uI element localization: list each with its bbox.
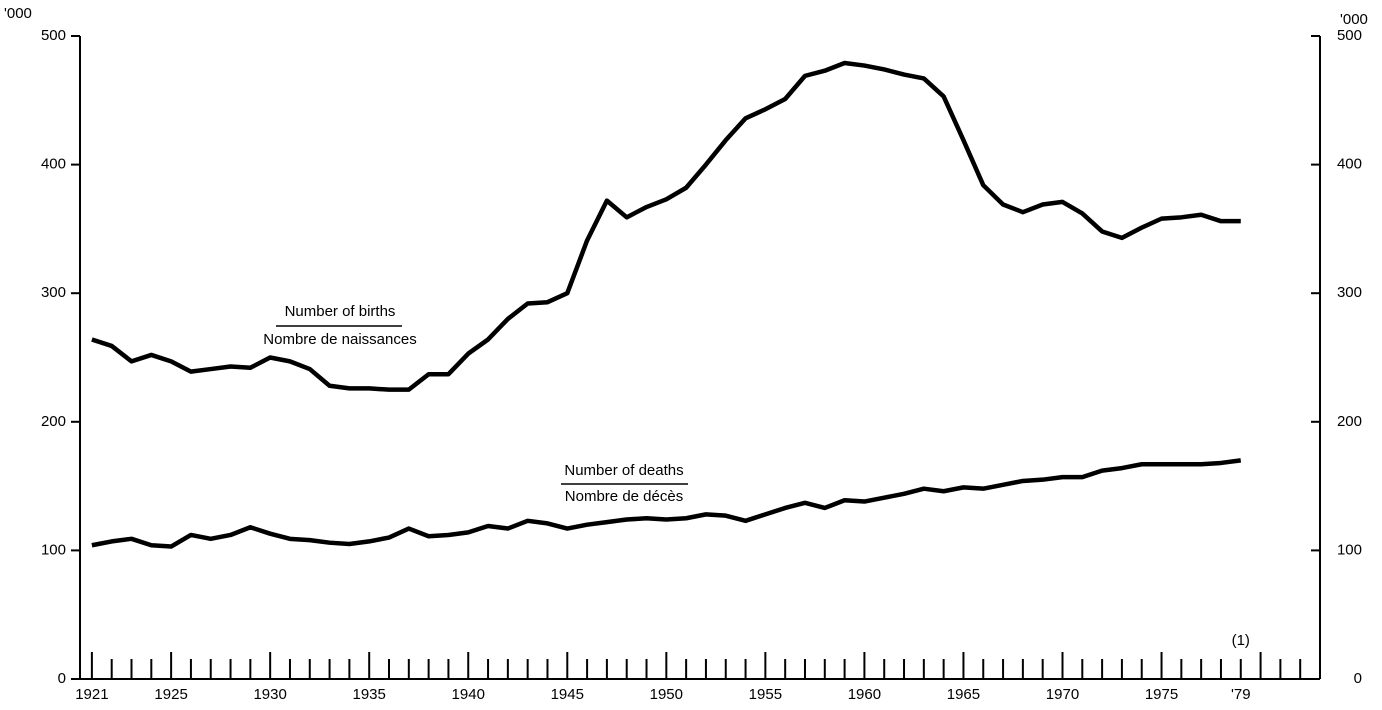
y2-tick-label: 100	[1337, 541, 1362, 558]
y-tick-label: 400	[41, 156, 66, 173]
y-tick-label: 300	[41, 284, 66, 301]
x-tick-label: 1935	[353, 686, 386, 703]
x-tick-label: 1960	[848, 686, 881, 703]
line	[91, 60, 1241, 392]
series-label: Number of deaths	[564, 462, 683, 479]
series-label: Nombre de naissances	[263, 331, 416, 348]
y-unit: '000	[4, 5, 32, 22]
x-tick-label: 1975	[1145, 686, 1178, 703]
y2-tick-label: 400	[1337, 156, 1362, 173]
x-tick-label: 1950	[650, 686, 683, 703]
y2-tick-label: 200	[1337, 413, 1362, 430]
line	[91, 458, 1242, 549]
x-tick-label: 1945	[551, 686, 584, 703]
y-tick-label: 0	[58, 670, 66, 687]
x-tick-label: 1921	[75, 686, 108, 703]
x-tick-label: 1965	[947, 686, 980, 703]
series-label: Nombre de décès	[565, 488, 683, 505]
x-tick-label: '79	[1231, 686, 1251, 703]
y2-tick-label: 500	[1337, 27, 1362, 44]
x-tick-label: 1955	[749, 686, 782, 703]
x-tick-label: 1940	[452, 686, 485, 703]
x-tick-label: 1970	[1046, 686, 1079, 703]
x-tick-label: 1925	[154, 686, 187, 703]
y2-unit: '000	[1340, 11, 1368, 28]
x-tick-label: 1930	[253, 686, 286, 703]
y-tick-label: 100	[41, 541, 66, 558]
y-tick-label: 500	[41, 27, 66, 44]
y-tick-label: 200	[41, 413, 66, 430]
y2-tick-label: 300	[1337, 284, 1362, 301]
annotation: (1)	[1232, 632, 1250, 649]
y2-tick-label: 0	[1354, 670, 1362, 687]
series-label: Number of births	[285, 303, 396, 320]
